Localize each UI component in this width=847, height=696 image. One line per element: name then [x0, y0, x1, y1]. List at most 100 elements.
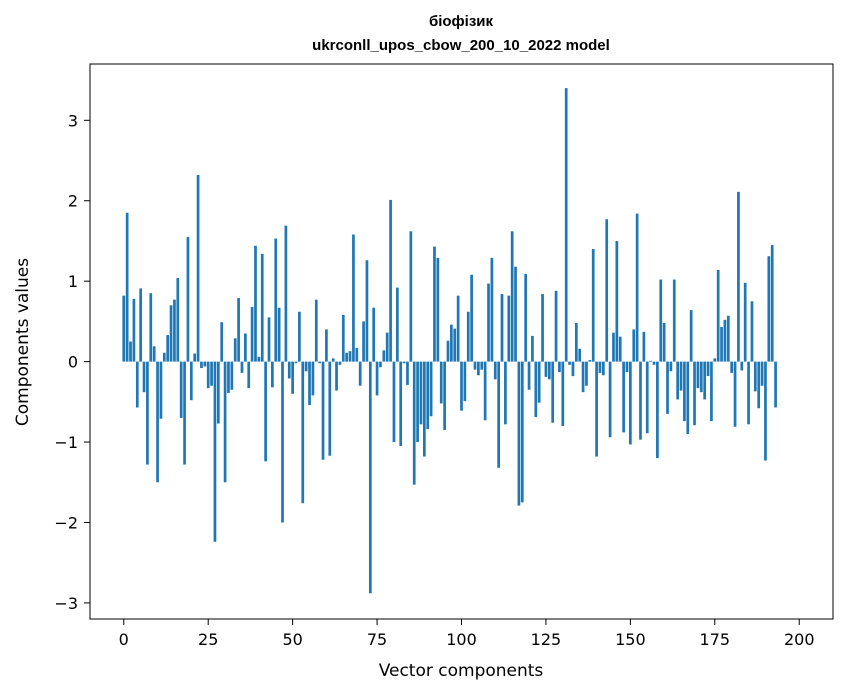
bar-183: [740, 361, 744, 371]
bar-177: [720, 327, 723, 362]
bar-58: [318, 361, 322, 364]
bar-116: [514, 266, 517, 362]
bar-55: [308, 361, 311, 406]
bar-37: [247, 361, 251, 389]
bar-9: [152, 346, 156, 362]
x-axis-ticks: 0 25 50 75 100 125 150 175 200: [119, 619, 815, 649]
bar-107: [483, 361, 487, 421]
bar-90: [426, 361, 430, 430]
bar-156: [649, 360, 652, 362]
bar-158: [656, 361, 659, 459]
bar-153: [639, 361, 642, 440]
y-tick-label-4: 1: [68, 272, 78, 291]
bar-93: [436, 257, 440, 362]
bar-85: [409, 231, 413, 362]
bar-62: [331, 358, 335, 362]
bar-115: [510, 231, 514, 362]
bar-119: [524, 273, 528, 362]
bar-28: [216, 361, 220, 424]
bar-155: [645, 361, 649, 434]
bar-126: [547, 361, 551, 380]
bar-95: [443, 361, 446, 430]
bar-96: [446, 340, 450, 362]
bar-182: [737, 191, 740, 362]
bar-128: [554, 290, 558, 362]
bar-22: [196, 175, 200, 362]
bar-17: [179, 361, 183, 418]
x-tick-label-5: 125: [531, 630, 562, 649]
bar-141: [598, 361, 602, 373]
x-axis-label: Vector components: [379, 661, 544, 681]
bar-184: [743, 282, 747, 362]
bar-39: [254, 245, 257, 362]
bar-25: [206, 361, 210, 389]
bar-54: [304, 361, 308, 372]
bar-79: [389, 199, 392, 362]
bar-143: [605, 219, 609, 362]
bar-124: [541, 294, 544, 362]
bar-185: [747, 361, 750, 425]
bar-21: [193, 353, 197, 362]
bar-91: [429, 361, 433, 417]
bar-192: [770, 244, 774, 362]
bar-159: [659, 279, 663, 362]
bar-166: [683, 361, 686, 422]
bar-140: [595, 361, 598, 457]
y-tick-label-0: −3: [54, 594, 78, 613]
bar-135: [578, 348, 582, 362]
bar-74: [372, 307, 376, 362]
bar-122: [534, 361, 538, 418]
y-axis-label: Components values: [13, 258, 33, 426]
bar-5: [139, 288, 143, 362]
bar-172: [703, 361, 707, 400]
bar-43: [267, 317, 271, 362]
bar-164: [676, 361, 679, 400]
bar-106: [480, 361, 484, 370]
bar-27: [213, 361, 217, 542]
bar-12: [162, 352, 166, 362]
bar-103: [470, 274, 473, 362]
bar-66: [345, 352, 349, 362]
bar-129: [558, 361, 561, 373]
bar-99: [456, 295, 460, 362]
bar-94: [439, 361, 443, 404]
bar-78: [385, 332, 389, 362]
bar-137: [585, 361, 588, 386]
bar-165: [679, 361, 683, 391]
bar-41: [260, 253, 264, 362]
bar-112: [500, 294, 504, 362]
bar-180: [730, 361, 734, 373]
bar-174: [710, 361, 713, 422]
bar-120: [527, 361, 531, 390]
bar-138: [588, 360, 592, 362]
bar-32: [230, 361, 234, 390]
bar-20: [189, 361, 193, 401]
bar-7: [146, 361, 149, 465]
y-tick-label-5: 2: [68, 192, 78, 211]
bar-11: [159, 361, 163, 419]
bar-59: [321, 361, 325, 460]
bar-88: [419, 361, 423, 425]
bar-108: [487, 283, 490, 362]
bar-45: [274, 238, 278, 362]
bar-162: [669, 361, 673, 372]
x-tick-label-8: 200: [784, 630, 815, 649]
bar-84: [406, 361, 409, 385]
bar-181: [733, 361, 737, 427]
x-tick-label-2: 50: [282, 630, 302, 649]
bar-49: [287, 361, 291, 379]
bar-47: [281, 361, 284, 523]
bar-73: [368, 361, 372, 594]
bar-15: [173, 299, 176, 362]
bar-167: [686, 361, 690, 434]
bar-52: [298, 311, 301, 362]
bar-178: [723, 319, 727, 362]
y-tick-label-3: 0: [68, 353, 78, 372]
bar-63: [335, 361, 338, 391]
bar-154: [642, 331, 646, 362]
bar-150: [629, 361, 632, 445]
bar-131: [564, 88, 568, 362]
bar-193: [774, 361, 777, 408]
bar-6: [142, 361, 146, 393]
bar-53: [301, 361, 305, 504]
